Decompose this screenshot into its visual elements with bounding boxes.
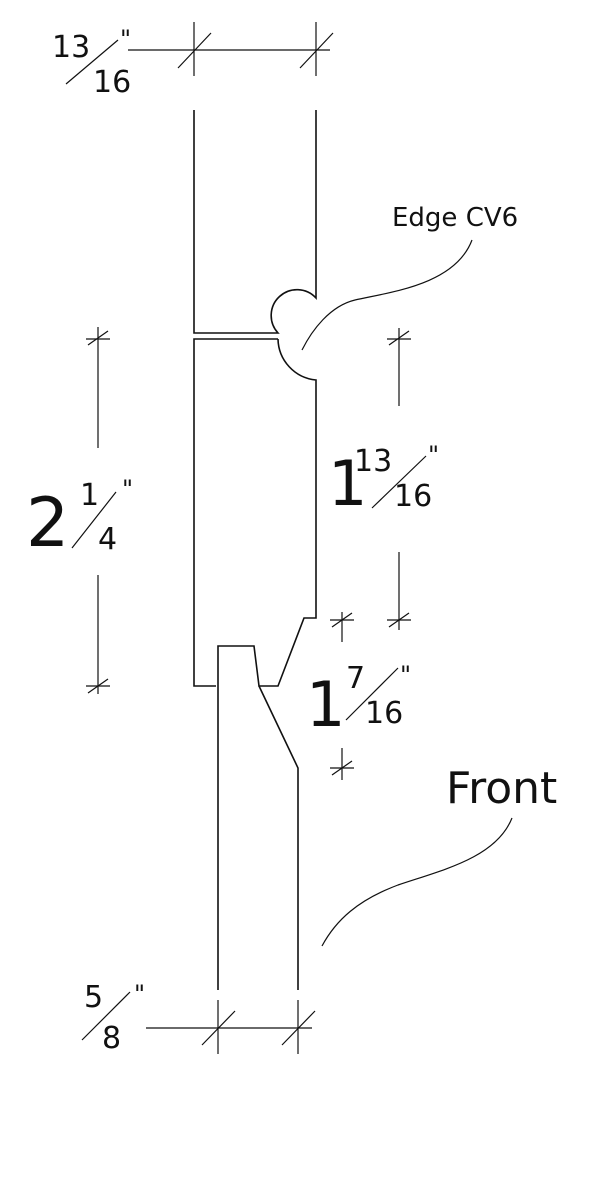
profile-outline <box>193 110 317 990</box>
front-callout: Front <box>321 763 557 947</box>
edge-callout: Edge CV6 <box>301 203 518 351</box>
bottom-width-dimension: 5 8 " <box>81 980 316 1056</box>
right-lower-height-denominator: 16 <box>365 696 403 731</box>
left-height-dimension: 2 1 4 " <box>26 327 133 694</box>
top-width-denominator: 16 <box>93 65 131 100</box>
left-height-whole: 2 <box>26 484 69 563</box>
top-width-dimension: 13 16 " <box>52 22 334 100</box>
right-lower-height-numerator: 7 <box>346 661 365 696</box>
left-height-unit: " <box>122 475 133 503</box>
right-lower-height-dimension: 1 7 16 " <box>306 612 411 780</box>
top-width-fraction-bar <box>65 39 119 85</box>
right-upper-height-denominator: 16 <box>394 479 432 514</box>
left-height-denominator: 4 <box>98 522 117 557</box>
right-upper-height-whole: 1 <box>328 447 367 520</box>
right-upper-height-dimension: 1 13 16 " <box>328 328 439 630</box>
edge-label: Edge CV6 <box>392 203 518 233</box>
bottom-width-numerator: 5 <box>84 980 103 1015</box>
bottom-width-fraction-bar <box>81 991 131 1041</box>
front-label: Front <box>446 763 557 814</box>
top-width-numerator: 13 <box>52 30 90 65</box>
right-upper-height-unit: " <box>428 441 439 469</box>
left-height-numerator: 1 <box>80 478 99 513</box>
top-width-unit: " <box>120 25 131 53</box>
left-height-fraction-bar <box>71 491 117 549</box>
right-upper-height-fraction-bar <box>371 455 427 509</box>
right-lower-height-unit: " <box>400 661 411 689</box>
right-upper-height-numerator: 13 <box>354 444 392 479</box>
bottom-width-unit: " <box>134 980 145 1008</box>
right-lower-height-fraction-bar <box>345 667 399 721</box>
right-lower-height-whole: 1 <box>306 668 345 741</box>
bottom-width-denominator: 8 <box>102 1021 121 1056</box>
